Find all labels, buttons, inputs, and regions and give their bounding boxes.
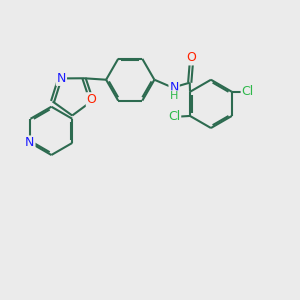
- Text: Cl: Cl: [168, 110, 180, 123]
- Text: H: H: [170, 91, 178, 101]
- Text: N: N: [169, 82, 179, 94]
- Text: Cl: Cl: [242, 85, 254, 98]
- Text: O: O: [87, 93, 97, 106]
- Text: N: N: [25, 136, 34, 149]
- Text: O: O: [186, 51, 196, 64]
- Text: N: N: [57, 72, 66, 85]
